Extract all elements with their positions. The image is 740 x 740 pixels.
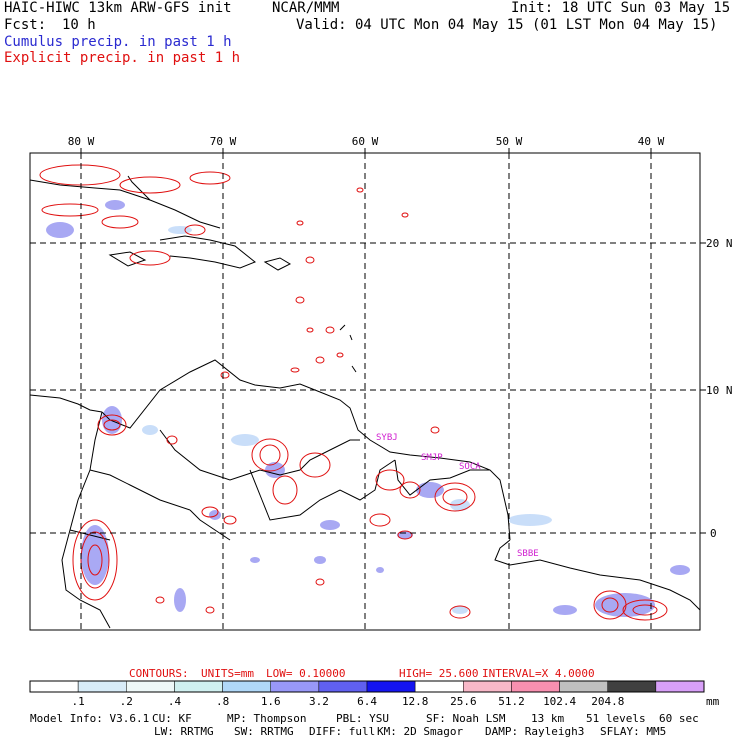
colorbar-tick-label: 1.6: [260, 695, 281, 708]
colorbar-tick-label: .4: [167, 695, 182, 708]
colorbar-tick-label: 204.8: [591, 695, 625, 708]
colorbar-cell: [366, 680, 416, 693]
colorbar-tick-label: 102.4: [543, 695, 577, 708]
lat-label-20n: 20 N: [706, 237, 733, 250]
lat-label-eq: 0: [710, 527, 717, 540]
model-info-levels: 51 levels: [586, 712, 646, 725]
lon-label-50w: 50 W: [496, 135, 523, 148]
station-label-soca: SOCA: [459, 462, 481, 472]
model-info-timestep: 60 sec: [659, 712, 699, 725]
fcst-label: Fcst:: [4, 17, 47, 33]
model-info-lw: LW: RRTMG: [154, 725, 214, 738]
lon-label-70w: 70 W: [210, 135, 237, 148]
colorbar-cell: [29, 680, 79, 693]
lon-label-40w: 40 W: [638, 135, 665, 148]
field-explicit-label: Explicit precip. in past 1 h: [4, 50, 241, 66]
explicit-precip-contours: [39, 164, 668, 621]
model-info-pbl: PBL: YSU: [336, 712, 389, 725]
lon-label-80w: 80 W: [68, 135, 95, 148]
map-frame: [29, 152, 701, 631]
contours-units: UNITS=mm: [201, 667, 254, 680]
colorbar-cell: [559, 680, 608, 693]
station-label-smjp: SMJP: [421, 453, 443, 463]
model-info-version: Model Info: V3.6.1: [30, 712, 150, 725]
model-title: HAIC-HIWC 13km ARW-GFS init: [4, 0, 232, 16]
colorbar-tick-label: .2: [119, 695, 133, 708]
colorbar-tick-label: 25.6: [450, 695, 477, 708]
colorbar-cell: [126, 680, 175, 693]
contours-label: CONTOURS:: [129, 667, 189, 680]
field-cumulus-label: Cumulus precip. in past 1 h: [4, 34, 232, 50]
station-label-sybj: SYBJ: [376, 433, 398, 443]
colorbar-cell: [655, 680, 705, 693]
model-info-cu: CU: KF: [152, 712, 192, 725]
colorbar-tick-label: .1: [71, 695, 85, 708]
colorbar-cell: [463, 680, 512, 693]
model-info-grid: 13 km: [531, 712, 565, 725]
colorbar: [29, 680, 705, 693]
colorbar-tick-label: 3.2: [308, 695, 329, 708]
contours-low: LOW= 0.10000: [266, 667, 346, 680]
colorbar-tick-label: 12.8: [401, 695, 429, 708]
colorbar-tick-label: 6.4: [357, 695, 377, 708]
model-info-sw: SW: RRTMG: [234, 725, 294, 738]
colorbar-unit: mm: [706, 695, 720, 708]
fcst-value: 10 h: [62, 17, 96, 33]
model-info-sflay: SFLAY: MM5: [600, 725, 667, 738]
coastlines: [29, 175, 701, 629]
lat-label-10n: 10 N: [706, 384, 733, 397]
contours-high: HIGH= 25.600: [399, 667, 479, 680]
colorbar-cell: [318, 680, 368, 693]
map-grid: [30, 153, 700, 630]
model-info-mp: MP: Thompson: [227, 712, 307, 725]
axis-ticks: [80, 148, 706, 534]
model-info-sf: SF: Noah LSM: [426, 712, 506, 725]
colorbar-cell: [77, 680, 127, 693]
contours-interval: INTERVAL=X 4.0000: [482, 667, 595, 680]
valid-time: Valid: 04 UTC Mon 04 May 15 (01 LST Mon …: [296, 17, 718, 33]
colorbar-cell: [222, 680, 271, 693]
colorbar-cell: [174, 680, 223, 693]
center-label: NCAR/MMM: [272, 0, 340, 16]
model-info-km: KM: 2D Smagor: [377, 725, 464, 738]
cumulus-precip-shading: [46, 200, 690, 617]
colorbar-cell: [270, 680, 320, 693]
lon-label-60w: 60 W: [352, 135, 379, 148]
colorbar-cell: [414, 680, 464, 693]
station-label-sbbe: SBBE: [517, 549, 539, 559]
colorbar-cell: [511, 680, 560, 693]
colorbar-tick-label: .8: [215, 695, 230, 708]
colorbar-tick-label: 51.2: [498, 695, 525, 708]
colorbar-cell: [607, 680, 657, 693]
init-time: Init: 18 UTC Sun 03 May 15: [511, 0, 731, 16]
model-info-damp: DAMP: Rayleigh3: [485, 725, 585, 738]
model-info-diff: DIFF: full: [309, 725, 376, 738]
